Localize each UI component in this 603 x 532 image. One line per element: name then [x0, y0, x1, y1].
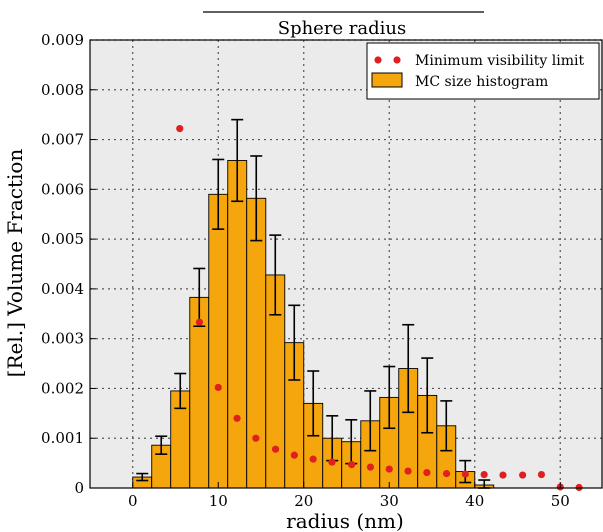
visibility-dot-13: [423, 468, 431, 477]
x-tick-label-3: 30: [380, 492, 399, 510]
x-tick-label-4: 40: [465, 492, 484, 510]
legend-dot-marker-1: [374, 56, 382, 64]
visibility-dot-18: [519, 471, 527, 479]
y-tick-label-7: 0.007: [41, 131, 84, 149]
visibility-dot-10: [366, 463, 375, 471]
histogram-bar-5: [227, 160, 248, 489]
visibility-dot-6: [290, 451, 298, 459]
visibility-dot-11: [385, 465, 393, 473]
legend-box: [366, 42, 600, 100]
y-tick-label-2: 0.002: [41, 379, 84, 397]
legend: Minimum visibility limit MC size histogr…: [366, 42, 600, 100]
y-tick-label-0: 0: [74, 479, 84, 497]
y-tick-label-6: 0.006: [41, 180, 84, 198]
ticks-layer: 0 10 20 30 40 50 0 0.001 0.002 0.003 0.004 0.005 0.0…: [41, 31, 570, 510]
visibility-dot-3: [233, 414, 241, 422]
x-tick-label-1: 10: [209, 492, 228, 510]
y-tick-label-3: 0.003: [41, 330, 84, 348]
visibility-dot-15: [461, 470, 469, 478]
visibility-dot-8: [328, 458, 336, 466]
x-tick-label-0: 0: [128, 492, 138, 510]
visibility-dot-5: [271, 445, 280, 453]
errorbars-layer: [136, 118, 491, 489]
legend-label-dots: Minimum visibility limit: [415, 53, 584, 69]
y-tick-label-4: 0.004: [41, 280, 84, 298]
visibility-dot-12: [404, 467, 412, 475]
histogram-bar-4: [208, 193, 229, 489]
visibility-dot-14: [442, 469, 451, 478]
visibility-dot-17: [499, 471, 507, 479]
plot-area: [90, 40, 603, 488]
histogram-bar-6: [246, 197, 267, 489]
chart-title: Sphere radius: [278, 18, 407, 39]
bars-layer: [132, 160, 495, 489]
y-axis-label: [Rel.] Volume Fraction: [3, 149, 27, 378]
plot-frame: [89, 39, 603, 489]
legend-dot-marker-2: [393, 56, 401, 64]
dots-layer: [176, 125, 583, 492]
x-tick-label-5: 50: [551, 492, 570, 510]
y-tick-label-8: 0.008: [41, 81, 84, 99]
visibility-dot-16: [480, 470, 488, 479]
x-tick-label-2: 20: [294, 492, 313, 510]
visibility-dot-2: [214, 383, 222, 392]
visibility-dot-0: [176, 125, 184, 133]
legend-bar-swatch: [371, 72, 403, 88]
y-tick-label-9: 0.009: [41, 31, 84, 49]
y-tick-label-1: 0.001: [41, 429, 84, 447]
visibility-dot-9: [348, 461, 356, 469]
legend-label-bars: MC size histogram: [415, 74, 548, 90]
visibility-dot-1: [195, 318, 204, 326]
x-axis-label: radius (nm): [286, 509, 404, 532]
visibility-dot-19: [537, 470, 546, 479]
y-tick-label-5: 0.005: [41, 230, 84, 248]
visibility-dot-4: [252, 434, 260, 442]
visibility-dot-7: [309, 455, 317, 463]
